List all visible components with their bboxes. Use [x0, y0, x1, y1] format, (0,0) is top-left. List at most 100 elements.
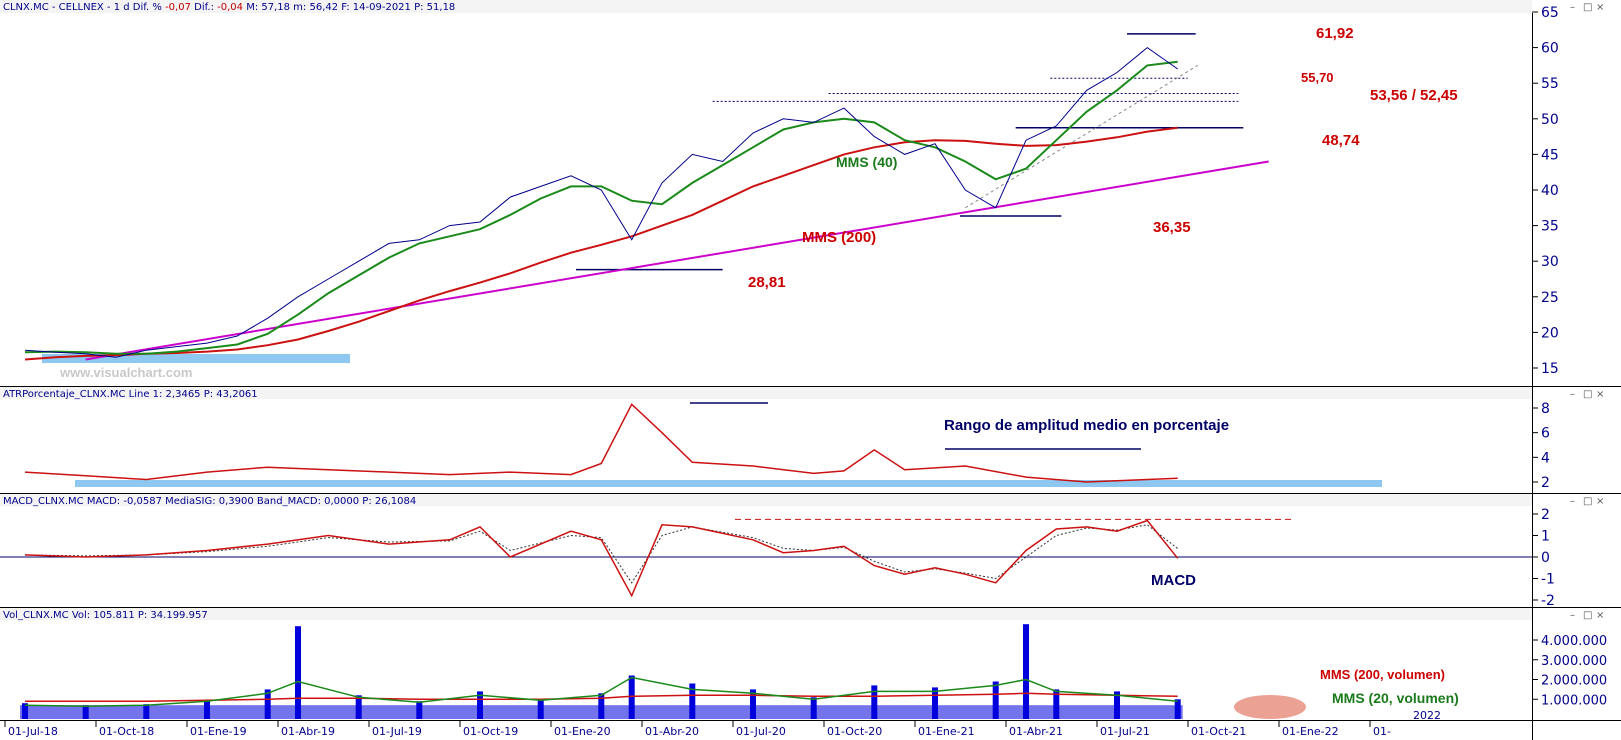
year-marker: 2022	[1413, 709, 1441, 722]
price-y-tick-label: 40	[1541, 183, 1559, 199]
level-label-s1: 48,74	[1322, 132, 1360, 149]
volume-bar	[689, 683, 696, 719]
header-part: -0,07	[165, 2, 191, 13]
atr-window-buttons[interactable]: – □ ×	[1570, 389, 1604, 400]
volume-bar	[932, 687, 938, 719]
macd-y-tick-label: 1	[1541, 529, 1550, 545]
volume-base-bars	[20, 705, 1183, 719]
vol-y-tick-label: 3.000.000	[1541, 654, 1607, 669]
volume-bar	[628, 675, 635, 719]
volume-bar	[264, 689, 271, 719]
x-tick-label: 01-Jul-19	[372, 725, 422, 738]
price-header-text: CLNX.MC - CELLNEX - 1 d Dif. % -0,07 Dif…	[3, 2, 455, 13]
atr-line	[24, 403, 1178, 483]
atr-y-tick-label: 8	[1541, 401, 1550, 417]
atr-panel: 2 4 6 8 Rango de amplitud medio en porcenta…	[24, 401, 1550, 491]
macd-y-tick-label: -2	[1541, 593, 1555, 609]
x-tick-label: 01-Jul-20	[736, 725, 786, 738]
x-tick-label: 01-Abr-19	[281, 725, 335, 738]
close-icon[interactable]: ×	[1596, 610, 1604, 621]
price-y-tick-label: 20	[1541, 325, 1559, 341]
macd-panel: -2 -1 0 1 2 MACD	[0, 507, 1555, 609]
close-icon[interactable]: ×	[1596, 389, 1604, 400]
atr-y-tick-label: 6	[1541, 426, 1550, 442]
x-tick-label: 01-Abr-21	[1009, 725, 1063, 738]
vol-y-tick-label: 2.000.000	[1541, 674, 1607, 689]
header-part: Dif.:	[191, 2, 217, 13]
atr-y-tick-label: 4	[1541, 450, 1550, 466]
level-label-r1: 55,70	[1301, 70, 1334, 85]
panel-frame	[0, 13, 1621, 740]
vol-y-tick-label: 1.000.000	[1541, 693, 1607, 708]
restore-icon[interactable]: □	[1583, 2, 1592, 13]
volume-mms200-line	[25, 692, 1178, 702]
x-tick-label: 01-Ene-20	[554, 725, 611, 738]
volume-mms200-label: MMS (200, volumen)	[1320, 667, 1445, 682]
vol-y-tick-label: 4.000.000	[1541, 634, 1607, 649]
macd-y-tick-label: 2	[1541, 507, 1550, 523]
macd-label: MACD	[1151, 572, 1196, 589]
volume-bar	[750, 689, 756, 719]
price-y-tick-label: 45	[1541, 147, 1559, 163]
restore-icon[interactable]: □	[1583, 496, 1592, 507]
mms40-label: MMS (40)	[836, 154, 897, 170]
price-y-tick-label: 30	[1541, 254, 1559, 270]
price-panel: www.visualchart.com 15 20 25 30 35 40 45 50 55 60…	[24, 5, 1559, 380]
restore-icon[interactable]: □	[1583, 389, 1592, 400]
volume-bars	[20, 624, 1183, 720]
close-icon[interactable]: ×	[1596, 2, 1604, 13]
price-y-tick-label: 35	[1541, 219, 1559, 235]
vol-header-text: Vol_CLNX.MC Vol: 105.811 P: 34.199.957	[3, 610, 208, 621]
level-label-low1: 36,35	[1153, 219, 1191, 236]
macd-window-buttons[interactable]: – □ ×	[1570, 496, 1604, 507]
x-tick-label: 01-Ene-19	[190, 725, 247, 738]
price-levels	[576, 33, 1244, 271]
macd-y-tick-label: -1	[1541, 572, 1555, 588]
minimize-icon[interactable]: –	[1570, 389, 1575, 400]
volume-bar	[1053, 689, 1060, 719]
atr-header-text: ATRPorcentaje_CLNX.MC Line 1: 2,3465 P: …	[3, 389, 258, 400]
volume-bar	[1023, 624, 1029, 719]
macd-line	[24, 519, 1179, 598]
price-y-tick-label: 65	[1541, 5, 1559, 21]
x-tick-label: 01-Ene-21	[918, 725, 975, 738]
price-line	[24, 46, 1178, 358]
watermark: www.visualchart.com	[59, 365, 192, 380]
price-y-tick-label: 60	[1541, 41, 1559, 57]
atr-y-tick-label: 2	[1541, 475, 1550, 491]
vol-window-buttons[interactable]: – □ ×	[1570, 610, 1604, 621]
price-window-buttons[interactable]: – □ ×	[1570, 2, 1604, 13]
price-y-tick-label: 55	[1541, 76, 1559, 92]
x-tick-label: 01-Abr-20	[645, 725, 699, 738]
volume-bar	[992, 681, 999, 719]
x-axis: 01-Jul-18 01-Oct-18 01-Ene-19 01-Abr-19 01-J…	[4, 721, 1391, 738]
level-label-high: 61,92	[1316, 25, 1354, 42]
x-tick-label: 01-Ene-22	[1282, 725, 1339, 738]
level-label-r2: 53,56 / 52,45	[1370, 87, 1458, 104]
volume-mms20-label: MMS (20, volumen)	[1332, 690, 1459, 706]
price-y-axis: 15 20 25 30 35 40 45 50 55 60 65	[1532, 5, 1559, 377]
restore-icon[interactable]: □	[1583, 610, 1592, 621]
vol-header: Vol_CLNX.MC Vol: 105.811 P: 34.199.957	[0, 608, 1532, 621]
x-tick-label: 01-	[1373, 725, 1391, 738]
atr-highlight-bar	[75, 480, 1382, 487]
mms200-label: MMS (200)	[802, 229, 876, 246]
atr-header: ATRPorcentaje_CLNX.MC Line 1: 2,3465 P: …	[0, 387, 1532, 400]
x-tick-label: 01-Oct-18	[99, 725, 154, 738]
x-tick-label: 01-Jul-18	[8, 725, 58, 738]
minimize-icon[interactable]: –	[1570, 610, 1575, 621]
atr-title: Rango de amplitud medio en porcentaje	[944, 417, 1229, 434]
price-header: CLNX.MC - CELLNEX - 1 d Dif. % -0,07 Dif…	[0, 0, 1532, 13]
close-icon[interactable]: ×	[1596, 496, 1604, 507]
volume-highlight-ellipse	[1234, 695, 1306, 719]
price-y-tick-label: 15	[1541, 361, 1559, 377]
volume-y-axis: 1.000.000 2.000.000 3.000.000 4.000.000	[1532, 634, 1607, 708]
macd-y-tick-label: 0	[1541, 550, 1550, 566]
volume-panel: 1.000.000 2.000.000 3.000.000 4.000.000 MMS…	[20, 624, 1607, 722]
minimize-icon[interactable]: –	[1570, 2, 1575, 13]
minimize-icon[interactable]: –	[1570, 496, 1575, 507]
macd-signal-line	[24, 524, 1179, 584]
level-label-low2: 28,81	[748, 274, 786, 291]
macd-header-text: MACD_CLNX.MC MACD: -0,0587 MediaSIG: 0,3…	[3, 496, 416, 507]
